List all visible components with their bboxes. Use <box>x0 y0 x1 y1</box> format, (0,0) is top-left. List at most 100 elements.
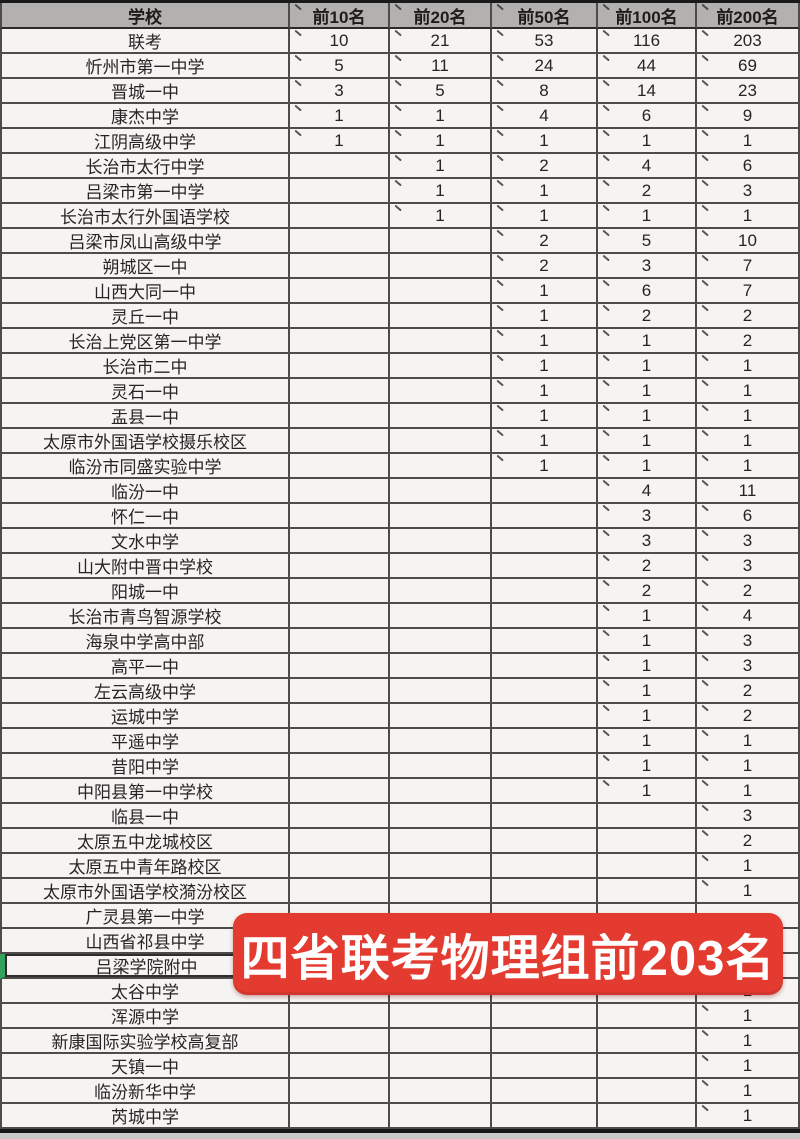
value-cell[interactable]: 1 <box>492 354 598 379</box>
school-name-cell[interactable]: 芮城中学 <box>0 1104 290 1129</box>
value-cell[interactable] <box>390 379 492 404</box>
value-cell[interactable]: 1 <box>390 129 492 154</box>
value-cell[interactable] <box>290 829 390 854</box>
value-cell[interactable]: 1 <box>598 779 697 804</box>
value-cell[interactable] <box>390 1054 492 1079</box>
value-cell[interactable]: 1 <box>697 1079 800 1104</box>
column-header[interactable]: 前20名 <box>390 3 492 29</box>
value-cell[interactable]: 1 <box>492 329 598 354</box>
value-cell[interactable] <box>290 629 390 654</box>
value-cell[interactable] <box>598 1104 697 1129</box>
value-cell[interactable] <box>492 779 598 804</box>
value-cell[interactable]: 11 <box>390 54 492 79</box>
value-cell[interactable] <box>390 1104 492 1129</box>
value-cell[interactable] <box>390 229 492 254</box>
value-cell[interactable]: 1 <box>290 104 390 129</box>
school-name-cell[interactable]: 长治市青鸟智源学校 <box>0 604 290 629</box>
value-cell[interactable]: 6 <box>697 154 800 179</box>
value-cell[interactable]: 1 <box>697 129 800 154</box>
value-cell[interactable]: 5 <box>598 229 697 254</box>
column-header[interactable]: 前50名 <box>492 3 598 29</box>
school-name-cell[interactable]: 长治上党区第一中学 <box>0 329 290 354</box>
value-cell[interactable] <box>290 779 390 804</box>
value-cell[interactable]: 1 <box>598 329 697 354</box>
value-cell[interactable] <box>390 604 492 629</box>
value-cell[interactable] <box>390 354 492 379</box>
value-cell[interactable]: 10 <box>697 229 800 254</box>
value-cell[interactable] <box>290 204 390 229</box>
value-cell[interactable] <box>598 854 697 879</box>
value-cell[interactable] <box>290 354 390 379</box>
value-cell[interactable] <box>390 279 492 304</box>
value-cell[interactable]: 3 <box>697 179 800 204</box>
value-cell[interactable] <box>290 379 390 404</box>
value-cell[interactable] <box>390 754 492 779</box>
value-cell[interactable]: 1 <box>697 854 800 879</box>
value-cell[interactable] <box>492 654 598 679</box>
value-cell[interactable] <box>598 1004 697 1029</box>
value-cell[interactable]: 1 <box>598 679 697 704</box>
value-cell[interactable] <box>492 754 598 779</box>
value-cell[interactable]: 1 <box>697 429 800 454</box>
value-cell[interactable]: 2 <box>697 579 800 604</box>
value-cell[interactable] <box>492 604 598 629</box>
value-cell[interactable]: 1 <box>697 454 800 479</box>
value-cell[interactable] <box>390 554 492 579</box>
value-cell[interactable] <box>390 854 492 879</box>
value-cell[interactable]: 1 <box>492 304 598 329</box>
school-name-cell[interactable]: 临汾新华中学 <box>0 1079 290 1104</box>
value-cell[interactable]: 2 <box>697 704 800 729</box>
value-cell[interactable]: 3 <box>598 529 697 554</box>
school-name-cell[interactable]: 运城中学 <box>0 704 290 729</box>
school-name-cell[interactable]: 灵石一中 <box>0 379 290 404</box>
column-header[interactable]: 前200名 <box>697 3 800 29</box>
school-name-cell[interactable]: 新康国际实验学校高复部 <box>0 1029 290 1054</box>
value-cell[interactable] <box>598 1079 697 1104</box>
value-cell[interactable]: 1 <box>390 179 492 204</box>
value-cell[interactable]: 2 <box>598 179 697 204</box>
value-cell[interactable]: 116 <box>598 29 697 54</box>
value-cell[interactable]: 3 <box>697 529 800 554</box>
school-name-cell[interactable]: 平遥中学 <box>0 729 290 754</box>
school-name-cell[interactable]: 长治市太行外国语学校 <box>0 204 290 229</box>
value-cell[interactable] <box>598 829 697 854</box>
value-cell[interactable] <box>290 1104 390 1129</box>
value-cell[interactable]: 1 <box>697 779 800 804</box>
value-cell[interactable]: 3 <box>290 79 390 104</box>
value-cell[interactable] <box>492 1054 598 1079</box>
value-cell[interactable]: 2 <box>492 229 598 254</box>
value-cell[interactable] <box>290 329 390 354</box>
value-cell[interactable]: 5 <box>390 79 492 104</box>
value-cell[interactable]: 1 <box>598 379 697 404</box>
value-cell[interactable] <box>390 704 492 729</box>
value-cell[interactable] <box>390 804 492 829</box>
value-cell[interactable]: 2 <box>598 554 697 579</box>
value-cell[interactable]: 1 <box>697 1029 800 1054</box>
value-cell[interactable]: 2 <box>598 579 697 604</box>
value-cell[interactable]: 3 <box>697 554 800 579</box>
value-cell[interactable] <box>598 879 697 904</box>
school-name-cell[interactable]: 灵丘一中 <box>0 304 290 329</box>
school-name-cell[interactable]: 太原五中青年路校区 <box>0 854 290 879</box>
value-cell[interactable] <box>390 404 492 429</box>
value-cell[interactable] <box>390 254 492 279</box>
value-cell[interactable]: 1 <box>492 379 598 404</box>
column-header[interactable]: 前10名 <box>290 3 390 29</box>
value-cell[interactable]: 3 <box>697 629 800 654</box>
value-cell[interactable]: 3 <box>697 654 800 679</box>
value-cell[interactable] <box>290 804 390 829</box>
value-cell[interactable]: 21 <box>390 29 492 54</box>
school-name-cell[interactable]: 太原市外国语学校漪汾校区 <box>0 879 290 904</box>
value-cell[interactable] <box>492 879 598 904</box>
value-cell[interactable] <box>390 329 492 354</box>
value-cell[interactable]: 1 <box>598 454 697 479</box>
value-cell[interactable] <box>390 529 492 554</box>
value-cell[interactable]: 9 <box>697 104 800 129</box>
value-cell[interactable] <box>492 504 598 529</box>
value-cell[interactable]: 1 <box>492 429 598 454</box>
column-header[interactable]: 学校 <box>0 3 290 29</box>
value-cell[interactable]: 1 <box>598 354 697 379</box>
school-name-cell[interactable]: 太原市外国语学校摄乐校区 <box>0 429 290 454</box>
school-name-cell[interactable]: 晋城一中 <box>0 79 290 104</box>
value-cell[interactable]: 1 <box>598 704 697 729</box>
